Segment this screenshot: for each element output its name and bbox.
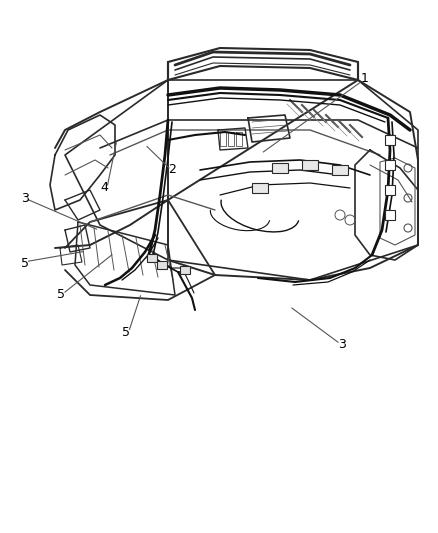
Text: 1: 1 xyxy=(360,72,367,85)
Bar xyxy=(272,163,287,173)
Bar xyxy=(301,160,317,170)
Bar xyxy=(157,261,166,269)
Bar xyxy=(384,160,394,170)
Bar xyxy=(180,266,190,274)
Text: 3: 3 xyxy=(337,338,345,351)
Bar xyxy=(384,135,394,145)
Text: 5: 5 xyxy=(21,257,29,270)
Bar xyxy=(251,183,267,193)
Bar xyxy=(384,210,394,220)
Bar xyxy=(331,165,347,175)
Text: 4: 4 xyxy=(100,181,108,194)
Text: 2: 2 xyxy=(168,163,176,176)
Text: 5: 5 xyxy=(122,326,130,338)
Text: 5: 5 xyxy=(57,288,65,301)
Text: 3: 3 xyxy=(21,192,29,205)
Bar xyxy=(384,185,394,195)
Bar xyxy=(147,254,157,262)
